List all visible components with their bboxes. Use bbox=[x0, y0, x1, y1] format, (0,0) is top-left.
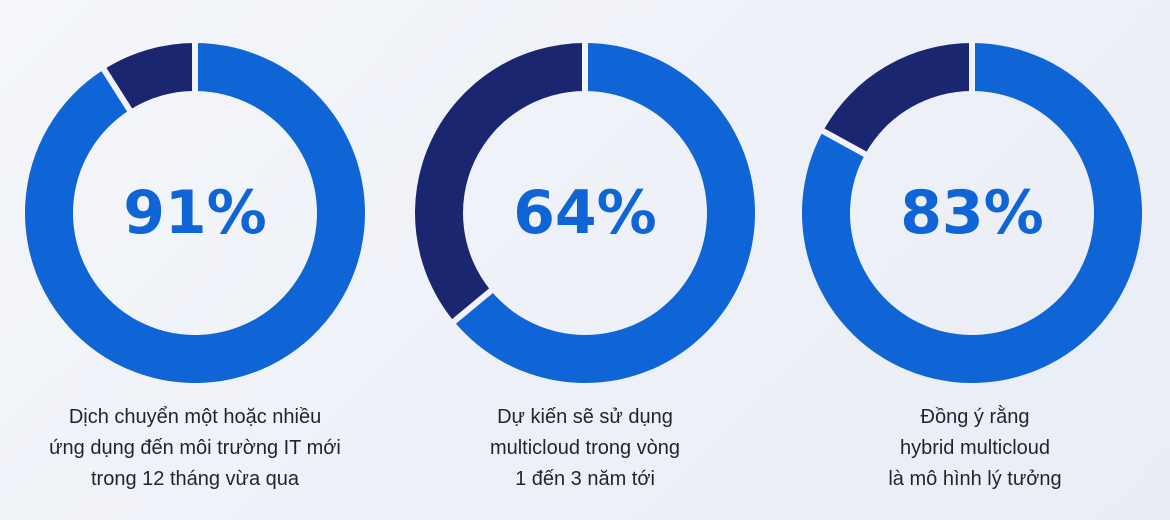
donut-chart-1: 91% bbox=[24, 41, 366, 383]
donut-panel-1: 91% Dịch chuyển một hoặc nhiều ứng dụng … bbox=[0, 0, 390, 520]
caption-line: ứng dụng đến môi trường IT mới bbox=[49, 437, 341, 459]
donut-slice-remainder bbox=[103, 43, 195, 110]
donut-slice-separator bbox=[450, 287, 495, 325]
donut-slice-remainder bbox=[415, 43, 585, 322]
caption-line: multicloud trong vòng bbox=[489, 437, 681, 459]
caption-line: là mô hình lý tưởng bbox=[888, 468, 1062, 490]
donut-value-label: 83% bbox=[900, 178, 1044, 248]
donut-slice-separator bbox=[819, 127, 869, 158]
caption-line: Đồng ý rằng bbox=[920, 406, 1030, 428]
caption-line: Dịch chuyển một hoặc nhiều bbox=[68, 406, 322, 428]
donut-value-label: 91% bbox=[123, 178, 267, 248]
caption-line: Dự kiến sẽ sử dụng bbox=[497, 406, 673, 428]
donut-chart-3: 83% bbox=[802, 41, 1142, 383]
caption-line: hybrid multicloud bbox=[899, 437, 1051, 459]
donut-slice-remainder bbox=[823, 43, 972, 155]
donut-caption-3: Đồng ý rằng hybrid multicloud là mô hình… bbox=[780, 402, 1170, 495]
donut-caption-1: Dịch chuyển một hoặc nhiều ứng dụng đến … bbox=[0, 402, 390, 495]
caption-line: 1 đến 3 năm tới bbox=[515, 468, 655, 490]
donut-slice-separator bbox=[100, 66, 134, 114]
donut-chart-2: 64% bbox=[415, 41, 755, 384]
donut-caption-2: Dự kiến sẽ sử dụng multicloud trong vòng… bbox=[390, 402, 780, 495]
donut-panel-2: 64% Dự kiến sẽ sử dụng multicloud trong … bbox=[390, 0, 780, 520]
caption-line: trong 12 tháng vừa qua bbox=[91, 468, 299, 490]
donut-slice-value bbox=[454, 43, 755, 384]
donut-value-label: 64% bbox=[513, 178, 657, 248]
donut-panel-3: 83% Đồng ý rằng hybrid multicloud là mô … bbox=[780, 0, 1170, 520]
